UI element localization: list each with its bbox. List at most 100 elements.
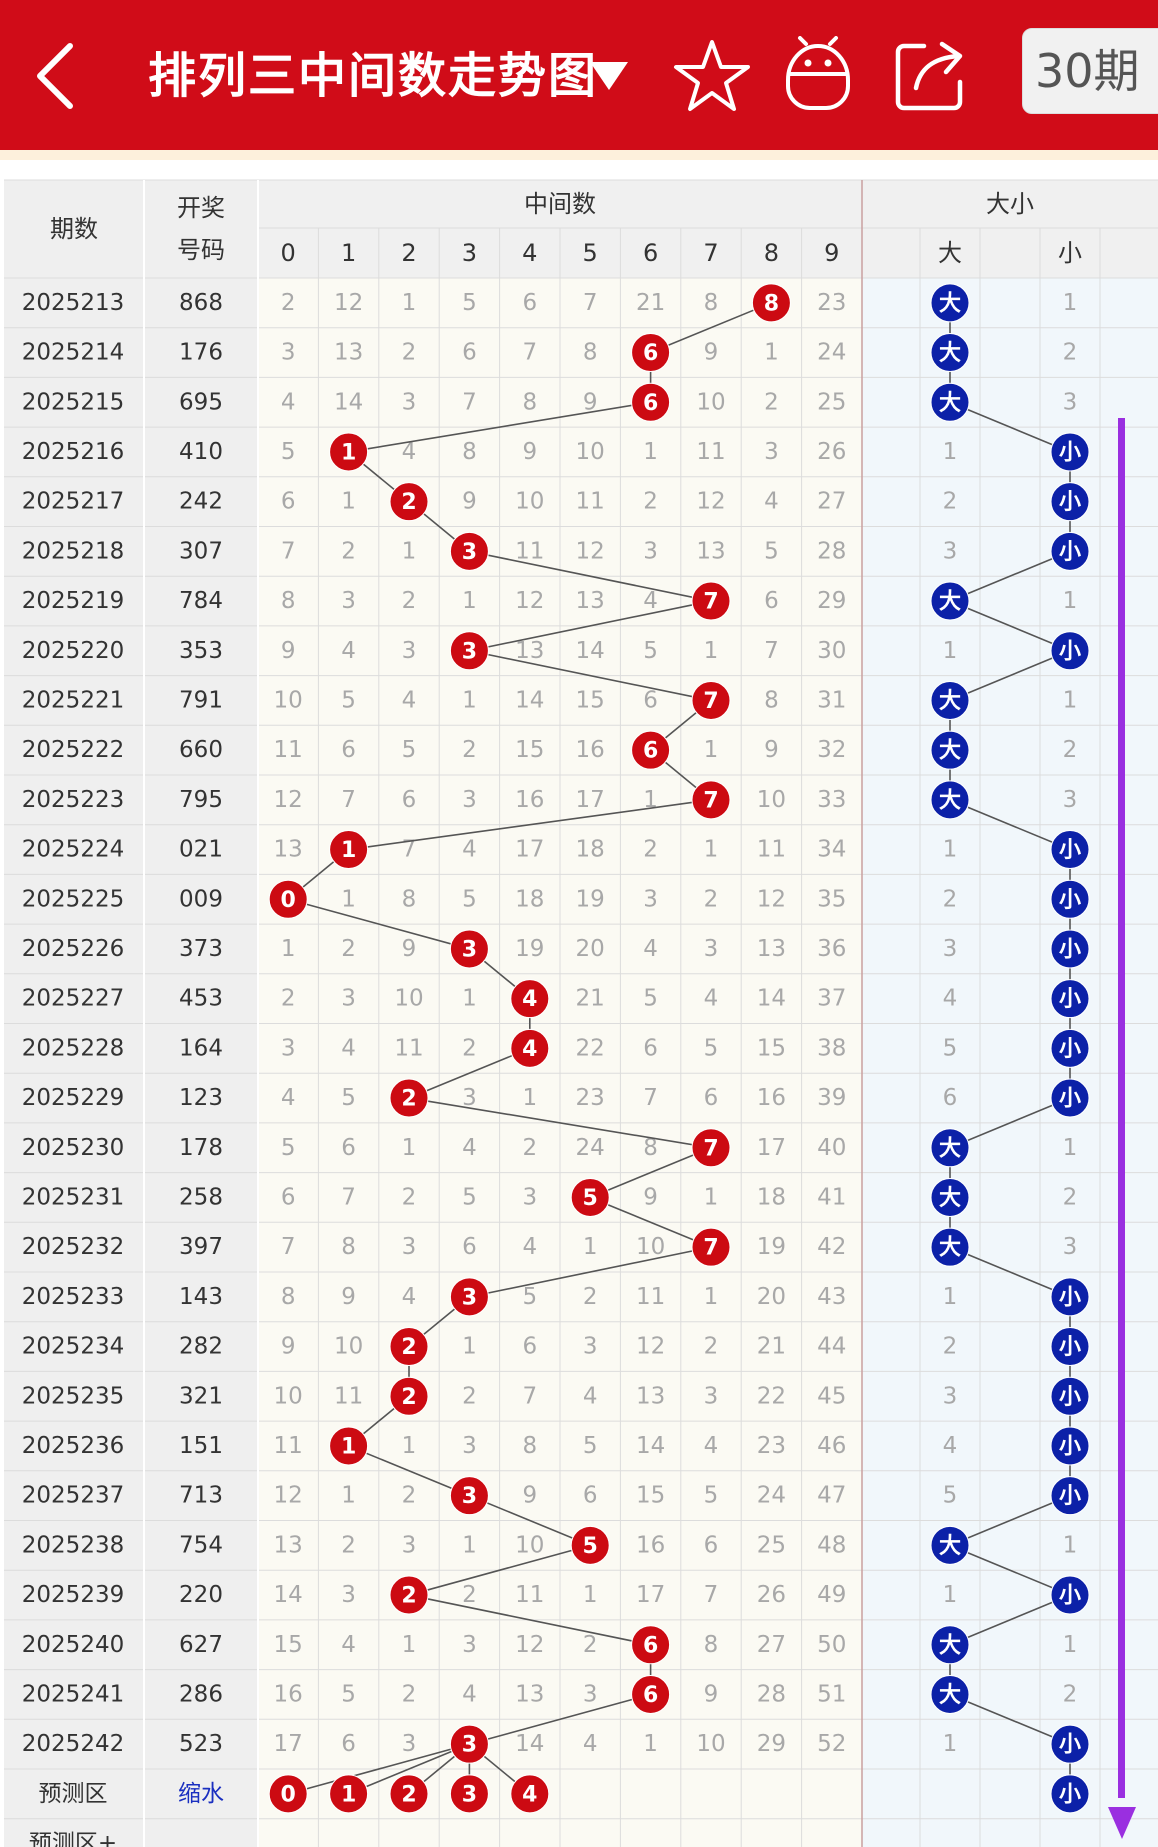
miss-count: 13 — [274, 1532, 303, 1558]
header-draw-line2: 号码 — [177, 236, 225, 264]
predict-ball — [389, 1774, 429, 1814]
middle-ball-label: 6 — [643, 1633, 658, 1658]
size-ball — [1050, 1376, 1090, 1416]
middle-ball — [449, 1277, 489, 1317]
middle-ball-label: 4 — [522, 987, 537, 1012]
middle-ball-label: 6 — [643, 391, 658, 416]
predict-ball — [449, 1774, 489, 1814]
miss-count: 3 — [281, 1035, 296, 1061]
robot-icon[interactable] — [778, 36, 858, 116]
trend-line — [469, 550, 712, 602]
miss-count: 28 — [757, 1681, 786, 1707]
miss-count: 19 — [576, 886, 605, 912]
miss-count: 46 — [817, 1433, 846, 1459]
miss-count: 6 — [643, 1035, 658, 1061]
size-ball-label: 小 — [1059, 1733, 1081, 1758]
miss-count: 6 — [764, 588, 779, 614]
predict-plus-label: 预测区+ — [29, 1831, 117, 1847]
size-ball — [1050, 1277, 1090, 1317]
size-miss-count: 1 — [943, 1731, 958, 1757]
digit-col-header: 4 — [522, 239, 537, 267]
miss-count: 25 — [757, 1532, 786, 1558]
size-miss-count: 3 — [1063, 787, 1078, 813]
miss-count: 13 — [515, 638, 544, 664]
miss-count: 1 — [402, 1433, 417, 1459]
miss-count: 47 — [817, 1483, 846, 1509]
miss-count: 31 — [817, 687, 846, 713]
miss-count: 15 — [515, 737, 544, 763]
header-size-group: 大小 — [986, 190, 1034, 218]
middle-ball — [570, 1177, 610, 1217]
page-title[interactable]: 排列三中间数走势图 — [148, 48, 599, 104]
issue-number: 2025213 — [22, 290, 124, 316]
miss-count: 7 — [522, 1383, 537, 1409]
issue-number: 2025226 — [22, 936, 124, 962]
miss-count: 19 — [757, 1234, 786, 1260]
size-ball — [1050, 979, 1090, 1019]
digit-col-header: 6 — [643, 239, 658, 267]
miss-count: 1 — [462, 1334, 477, 1360]
draw-number: 660 — [179, 737, 223, 763]
miss-count: 3 — [643, 886, 658, 912]
back-arrow-icon[interactable] — [30, 40, 80, 112]
miss-count: 6 — [704, 1532, 719, 1558]
draw-number: 178 — [179, 1135, 223, 1161]
miss-count: 12 — [274, 1483, 303, 1509]
issue-number: 2025242 — [22, 1731, 124, 1757]
size-ball-label: 小 — [1059, 888, 1081, 913]
miss-count: 4 — [402, 1284, 417, 1310]
middle-ball-label: 4 — [522, 1037, 537, 1062]
middle-ball-label: 1 — [341, 1434, 356, 1459]
middle-ball-label: 7 — [703, 1136, 718, 1161]
share-icon[interactable] — [890, 36, 970, 116]
issue-number: 2025234 — [22, 1334, 124, 1360]
size-ball-label: 大 — [939, 291, 961, 316]
predict-ball — [510, 1774, 550, 1814]
miss-count: 2 — [643, 489, 658, 515]
header-draw-line1: 开奖 — [177, 194, 225, 222]
miss-count: 4 — [281, 389, 296, 415]
miss-count: 4 — [643, 588, 658, 614]
predict-tag-link[interactable]: 缩水 — [178, 1781, 224, 1807]
miss-count: 2 — [583, 1284, 598, 1310]
trend-line — [408, 1047, 531, 1099]
miss-count: 1 — [341, 489, 356, 515]
size-ball-label: 小 — [1059, 1285, 1081, 1310]
miss-count: 2 — [462, 1582, 477, 1608]
miss-count: 2 — [281, 986, 296, 1012]
size-col-header: 大 — [938, 239, 962, 267]
miss-count: 8 — [281, 588, 296, 614]
miss-count: 5 — [522, 1284, 537, 1310]
middle-ball — [691, 1227, 731, 1267]
header-divider — [0, 150, 1158, 160]
miss-count: 9 — [281, 638, 296, 664]
star-icon[interactable] — [672, 36, 752, 116]
miss-count: 8 — [341, 1234, 356, 1260]
miss-count: 22 — [576, 1035, 605, 1061]
miss-count: 1 — [583, 1582, 598, 1608]
miss-count: 9 — [643, 1184, 658, 1210]
miss-count: 8 — [643, 1135, 658, 1161]
miss-count: 41 — [817, 1184, 846, 1210]
size-ball — [930, 1177, 970, 1217]
miss-count: 5 — [643, 986, 658, 1012]
issue-number: 2025228 — [22, 1035, 124, 1061]
middle-ball-label: 2 — [401, 1584, 416, 1609]
miss-count: 11 — [696, 439, 725, 465]
miss-count: 2 — [764, 389, 779, 415]
miss-count: 1 — [643, 1731, 658, 1757]
middle-ball-label: 3 — [462, 540, 477, 565]
miss-count: 4 — [341, 1632, 356, 1658]
miss-count: 11 — [515, 1582, 544, 1608]
size-miss-count: 6 — [943, 1085, 958, 1111]
size-ball — [930, 1227, 970, 1267]
miss-count: 27 — [757, 1632, 786, 1658]
draw-number: 220 — [179, 1582, 223, 1608]
miss-count: 22 — [757, 1383, 786, 1409]
dropdown-triangle-icon[interactable] — [588, 58, 630, 94]
period-select[interactable]: 30期 — [1022, 28, 1158, 114]
trend-line — [469, 600, 712, 652]
middle-ball — [389, 1376, 429, 1416]
app-header — [0, 0, 1158, 150]
miss-count: 1 — [402, 290, 417, 316]
